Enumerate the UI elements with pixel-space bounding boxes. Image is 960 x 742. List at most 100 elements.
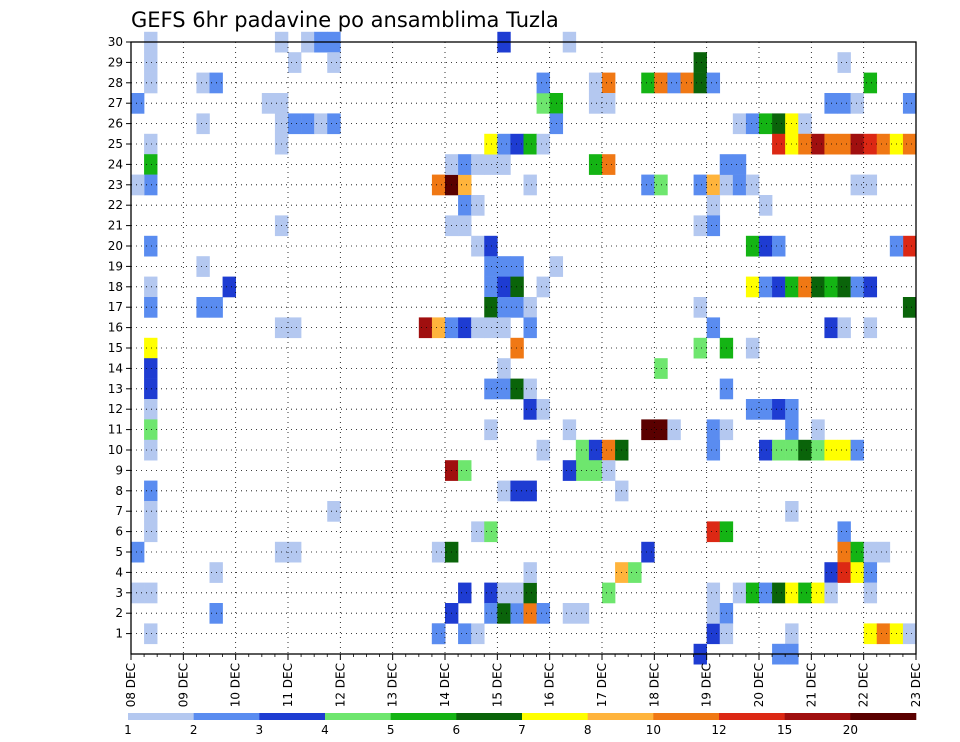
heatmap-cell (484, 317, 498, 339)
y-tick-label: 30 (108, 35, 123, 49)
x-tick-label: 13 DEC (386, 663, 400, 707)
heatmap-cell (628, 562, 642, 583)
y-tick-label: 13 (108, 382, 123, 396)
heatmap-cell (759, 113, 773, 135)
heatmap-cell (850, 439, 864, 461)
y-tick-label: 16 (108, 321, 123, 335)
x-tick-label: 15 DEC (490, 663, 504, 707)
heatmap-cell (471, 195, 485, 216)
y-tick-label: 3 (115, 586, 123, 600)
legend-label: 3 (256, 723, 264, 737)
heatmap-cell (902, 297, 917, 318)
heatmap-cell (314, 113, 328, 135)
heatmap-cell (523, 378, 537, 400)
heatmap-cell (510, 276, 524, 298)
heatmap-cell (144, 133, 158, 155)
heatmap-cell (798, 113, 812, 135)
heatmap-cell (772, 439, 786, 461)
legend-label: 7 (518, 723, 526, 737)
y-tick-label: 24 (108, 157, 123, 171)
heatmap-cell (431, 174, 446, 196)
heatmap-cell (484, 256, 498, 277)
heatmap-cell (484, 378, 498, 400)
heatmap-cell (811, 276, 825, 298)
heatmap-cell (850, 541, 864, 563)
heatmap-cell (288, 317, 302, 339)
legend-swatch (784, 713, 851, 720)
heatmap-cell (837, 541, 851, 563)
heatmap-cell (863, 317, 878, 339)
heatmap-cell (602, 439, 616, 461)
heatmap-cell (706, 603, 721, 624)
heatmap-cell (497, 358, 511, 379)
y-tick-label: 10 (108, 443, 123, 457)
heatmap-cell (745, 337, 760, 359)
heatmap-cell (327, 113, 341, 135)
grid-lines (131, 41, 916, 654)
heatmap-cell (510, 337, 524, 359)
heatmap-cell (523, 480, 537, 502)
heatmap-cell (641, 541, 655, 563)
heatmap-cell (484, 297, 498, 318)
heatmap-cell (772, 399, 786, 420)
heatmap-cell (131, 582, 145, 604)
y-tick-label: 19 (108, 259, 123, 273)
heatmap-cell (706, 439, 721, 461)
y-tick-label: 6 (115, 525, 123, 539)
legend-swatch (522, 713, 588, 720)
heatmap-cell (693, 72, 707, 94)
heatmap-cell (850, 174, 864, 196)
heatmap-cell (497, 154, 511, 175)
x-tick-label: 16 DEC (543, 663, 557, 707)
heatmap-cell (745, 113, 760, 135)
heatmap-cell (575, 460, 590, 481)
heatmap-cell (759, 399, 773, 420)
y-tick-label: 7 (115, 504, 123, 518)
heatmap-cell (863, 562, 878, 583)
heatmap-cell (876, 541, 891, 563)
heatmap-cell (458, 174, 472, 196)
heatmap-cell (484, 419, 498, 441)
heatmap-cell (497, 256, 511, 277)
heatmap-cell (798, 133, 812, 155)
legend-label: 10 (646, 723, 661, 737)
y-tick-label: 14 (108, 361, 123, 375)
heatmap-cell (418, 317, 433, 339)
heatmap-cell (863, 582, 878, 604)
y-tick-label: 21 (108, 219, 123, 233)
chart-title: GEFS 6hr padavine po ansamblima Tuzla (131, 8, 559, 32)
y-tick-label: 5 (115, 545, 123, 559)
heatmap-cell (772, 235, 786, 257)
heatmap-cell (588, 439, 603, 461)
heatmap-cell (837, 439, 851, 461)
heatmap-cell (144, 297, 158, 318)
heatmap-cell (523, 133, 537, 155)
heatmap-cell (772, 113, 786, 135)
heatmap-cell (144, 72, 158, 94)
y-tick-label: 4 (115, 565, 123, 579)
y-tick-label: 2 (115, 606, 123, 620)
heatmap-cell (196, 256, 210, 277)
legend-label: 6 (453, 723, 461, 737)
heatmap-cell (144, 52, 158, 73)
heatmap-cell (510, 480, 524, 502)
legend-label: 20 (843, 723, 858, 737)
heatmap-cell (811, 133, 825, 155)
x-tick-label: 17 DEC (595, 663, 609, 707)
heatmap-cell (131, 541, 145, 563)
heatmap-cell (523, 317, 537, 339)
heatmap-cell (837, 562, 851, 583)
heatmap-cell (288, 113, 302, 135)
heatmap-cell (772, 582, 786, 604)
x-tick-label: 21 DEC (804, 663, 818, 707)
heatmap-cell (144, 276, 158, 298)
legend-label: 15 (777, 723, 792, 737)
heatmap-cell (144, 399, 158, 420)
heatmap-cell (562, 419, 577, 441)
heatmap-cell (811, 582, 825, 604)
heatmap-cell (196, 72, 210, 94)
heatmap-cell (837, 317, 851, 339)
x-tick-label: 08 DEC (124, 663, 138, 707)
heatmap-cell (562, 460, 577, 481)
heatmap-cell (327, 501, 341, 522)
